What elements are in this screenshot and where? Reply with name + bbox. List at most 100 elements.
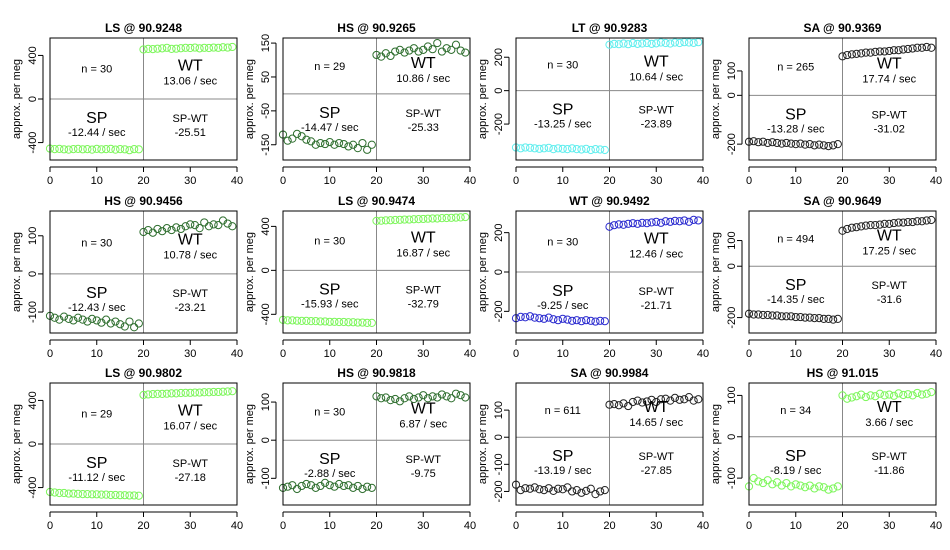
data-point-sp	[568, 144, 577, 153]
data-point-wt	[386, 396, 395, 405]
data-point-sp	[316, 138, 325, 148]
data-point-wt	[456, 213, 465, 222]
x-tick-label: 0	[280, 520, 286, 532]
data-point-wt	[899, 45, 908, 54]
data-point-sp	[363, 145, 372, 154]
data-point-sp	[92, 316, 101, 325]
data-point-sp	[815, 482, 824, 491]
data-point-sp	[87, 145, 97, 154]
data-point-wt	[428, 45, 437, 54]
data-point-sp	[55, 144, 64, 153]
data-point-sp	[763, 138, 772, 148]
data-point-wt	[913, 217, 922, 226]
data-point-wt	[889, 46, 899, 55]
wt-label: WT	[411, 55, 436, 72]
data-point-sp	[358, 484, 367, 494]
y-tick-label: 0	[726, 434, 738, 440]
data-point-sp	[59, 312, 69, 321]
data-point-sp	[829, 141, 838, 150]
data-point-wt	[903, 390, 913, 399]
sp-rate: -12.43 / sec	[68, 302, 126, 314]
y-axis-label: approx. per meg	[710, 404, 722, 484]
data-point-wt	[400, 394, 409, 403]
data-point-sp	[577, 145, 586, 154]
data-point-sp	[125, 491, 134, 500]
data-point-wt	[885, 390, 894, 399]
y-tick-label: 0	[260, 267, 272, 273]
y-tick-label: 0	[493, 269, 505, 275]
data-point-wt	[190, 43, 200, 52]
data-point-wt	[656, 38, 666, 47]
data-point-wt	[400, 48, 409, 57]
data-point-wt	[638, 218, 647, 227]
data-point-sp	[97, 490, 106, 499]
data-point-sp	[116, 320, 125, 329]
data-point-sp	[292, 316, 302, 325]
spwt-label: SP-WT	[872, 280, 908, 292]
data-point-wt	[181, 222, 190, 231]
data-point-wt	[372, 392, 381, 401]
x-axis: 0 10 20 30 40	[280, 339, 476, 360]
data-point-sp	[320, 317, 330, 326]
data-point-sp	[330, 140, 339, 149]
data-point-sp	[134, 319, 143, 328]
data-point-sp	[288, 481, 297, 490]
y-tick-label: -400	[27, 132, 39, 154]
data-point-sp	[582, 316, 591, 325]
data-point-sp	[535, 144, 544, 153]
data-point-sp	[801, 483, 810, 492]
data-point-sp	[544, 313, 553, 322]
data-point-wt	[158, 389, 167, 398]
data-point-sp	[749, 310, 758, 319]
y-axis-label: approx. per meg	[477, 232, 489, 312]
panel-title: SA @ 90.9984	[571, 366, 649, 380]
data-point-sp	[568, 316, 577, 325]
data-point-sp	[833, 314, 842, 323]
x-tick-label: 40	[464, 520, 476, 532]
data-point-sp	[292, 129, 302, 139]
x-tick-label: 0	[513, 520, 519, 532]
sp-label: SP	[552, 448, 573, 465]
data-point-wt	[871, 221, 880, 230]
data-point-wt	[204, 222, 214, 231]
data-point-sp	[553, 144, 563, 153]
data-point-sp	[582, 486, 591, 496]
sp-label: SP	[785, 277, 806, 294]
data-point-sp	[83, 145, 92, 154]
y-axis: -200 0 200 approx. per meg	[477, 223, 510, 322]
data-point-sp	[283, 482, 292, 491]
data-point-sp	[810, 314, 819, 323]
data-point-wt	[405, 392, 414, 401]
data-point-sp	[772, 138, 782, 148]
data-point-sp	[530, 483, 539, 492]
y-axis: -200 0 100 approx. per meg	[710, 231, 743, 329]
data-point-wt	[633, 219, 642, 228]
n-label: n = 34	[780, 405, 811, 417]
data-point-wt	[642, 38, 652, 48]
data-point-sp	[344, 481, 353, 490]
data-point-wt	[843, 394, 852, 403]
data-point-sp	[596, 487, 605, 496]
data-point-sp	[130, 323, 139, 332]
data-point-sp	[120, 322, 129, 331]
data-point-wt	[381, 216, 390, 225]
data-point-sp	[833, 482, 842, 491]
data-point-wt	[885, 219, 894, 228]
panel-title: WT @ 90.9492	[569, 194, 650, 208]
data-point-wt	[857, 390, 866, 399]
data-point-wt	[377, 394, 386, 403]
data-point-sp	[353, 318, 362, 327]
spwt-value: -32.79	[408, 298, 439, 310]
data-point-sp	[819, 141, 828, 150]
x-tick-label: 0	[47, 520, 53, 532]
data-point-sp	[297, 481, 306, 491]
y-tick-label: 0	[493, 88, 505, 94]
sp-label: SP	[319, 451, 340, 468]
y-axis: -150 -50 50 150 approx. per meg	[244, 34, 277, 156]
y-tick-label: 100	[726, 386, 738, 404]
data-point-wt	[428, 214, 437, 223]
data-point-sp	[810, 141, 819, 150]
data-point-wt	[605, 400, 614, 409]
plot-frame	[282, 37, 471, 161]
